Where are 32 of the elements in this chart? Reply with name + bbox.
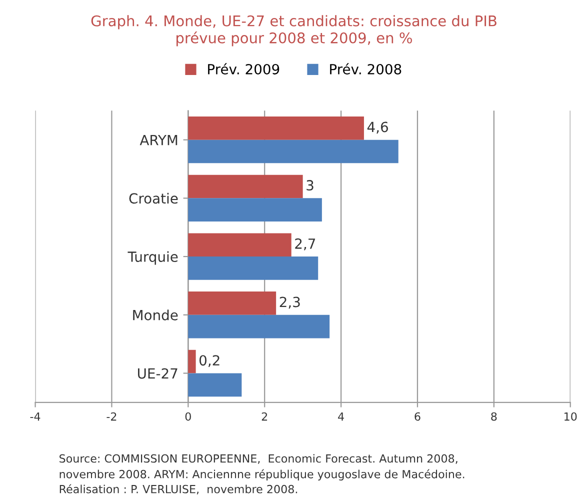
source-note: Source: COMMISSION EUROPEENNE, Economic Forecast. Autumn 2008, novembre 2008. ARYM: Anciennne république yougoslave de Macédoine. Réalisation : P. VERLUISE, novembre 2008. (60, 454, 464, 494)
x-tick-label: 8 (491, 412, 497, 421)
x-tick-label: 4 (338, 412, 344, 421)
data-label: 2,3 (280, 296, 300, 309)
bar (188, 373, 242, 397)
y-tick-label: Croatie (129, 192, 178, 204)
x-tick-label: 0 (185, 412, 191, 421)
bar (188, 350, 196, 374)
data-label: 2,7 (295, 238, 316, 250)
y-tick-label: UE-27 (138, 368, 178, 379)
y-tick-label: Monde (133, 310, 178, 320)
data-label: 0,2 (200, 355, 220, 368)
bar (188, 256, 318, 280)
x-tick-label: 2 (262, 412, 268, 421)
bar (188, 198, 322, 222)
chart-title: Graph. 4. Monde, UE-27 et candidats: croissance du PIB prévue pour 2008 et 2009, en % (91, 15, 496, 46)
x-tick-label: -2 (106, 412, 116, 421)
data-label: 3 (306, 180, 314, 191)
legend-label: Prév. 2008 (330, 63, 402, 74)
x-tick-label: 6 (414, 412, 420, 421)
bar (188, 140, 398, 164)
y-tick-label: ARYM (140, 134, 178, 146)
data-label: 4,6 (367, 122, 388, 134)
bar (188, 233, 292, 257)
legend-label: Prév. 2009 (208, 63, 280, 74)
x-tick-label: 10 (564, 412, 577, 421)
x-tick-label: -4 (30, 412, 40, 421)
bar (188, 116, 364, 140)
bar (188, 292, 276, 315)
bar (188, 314, 330, 338)
y-tick-label: Turquie (128, 251, 178, 265)
bar (188, 174, 303, 198)
